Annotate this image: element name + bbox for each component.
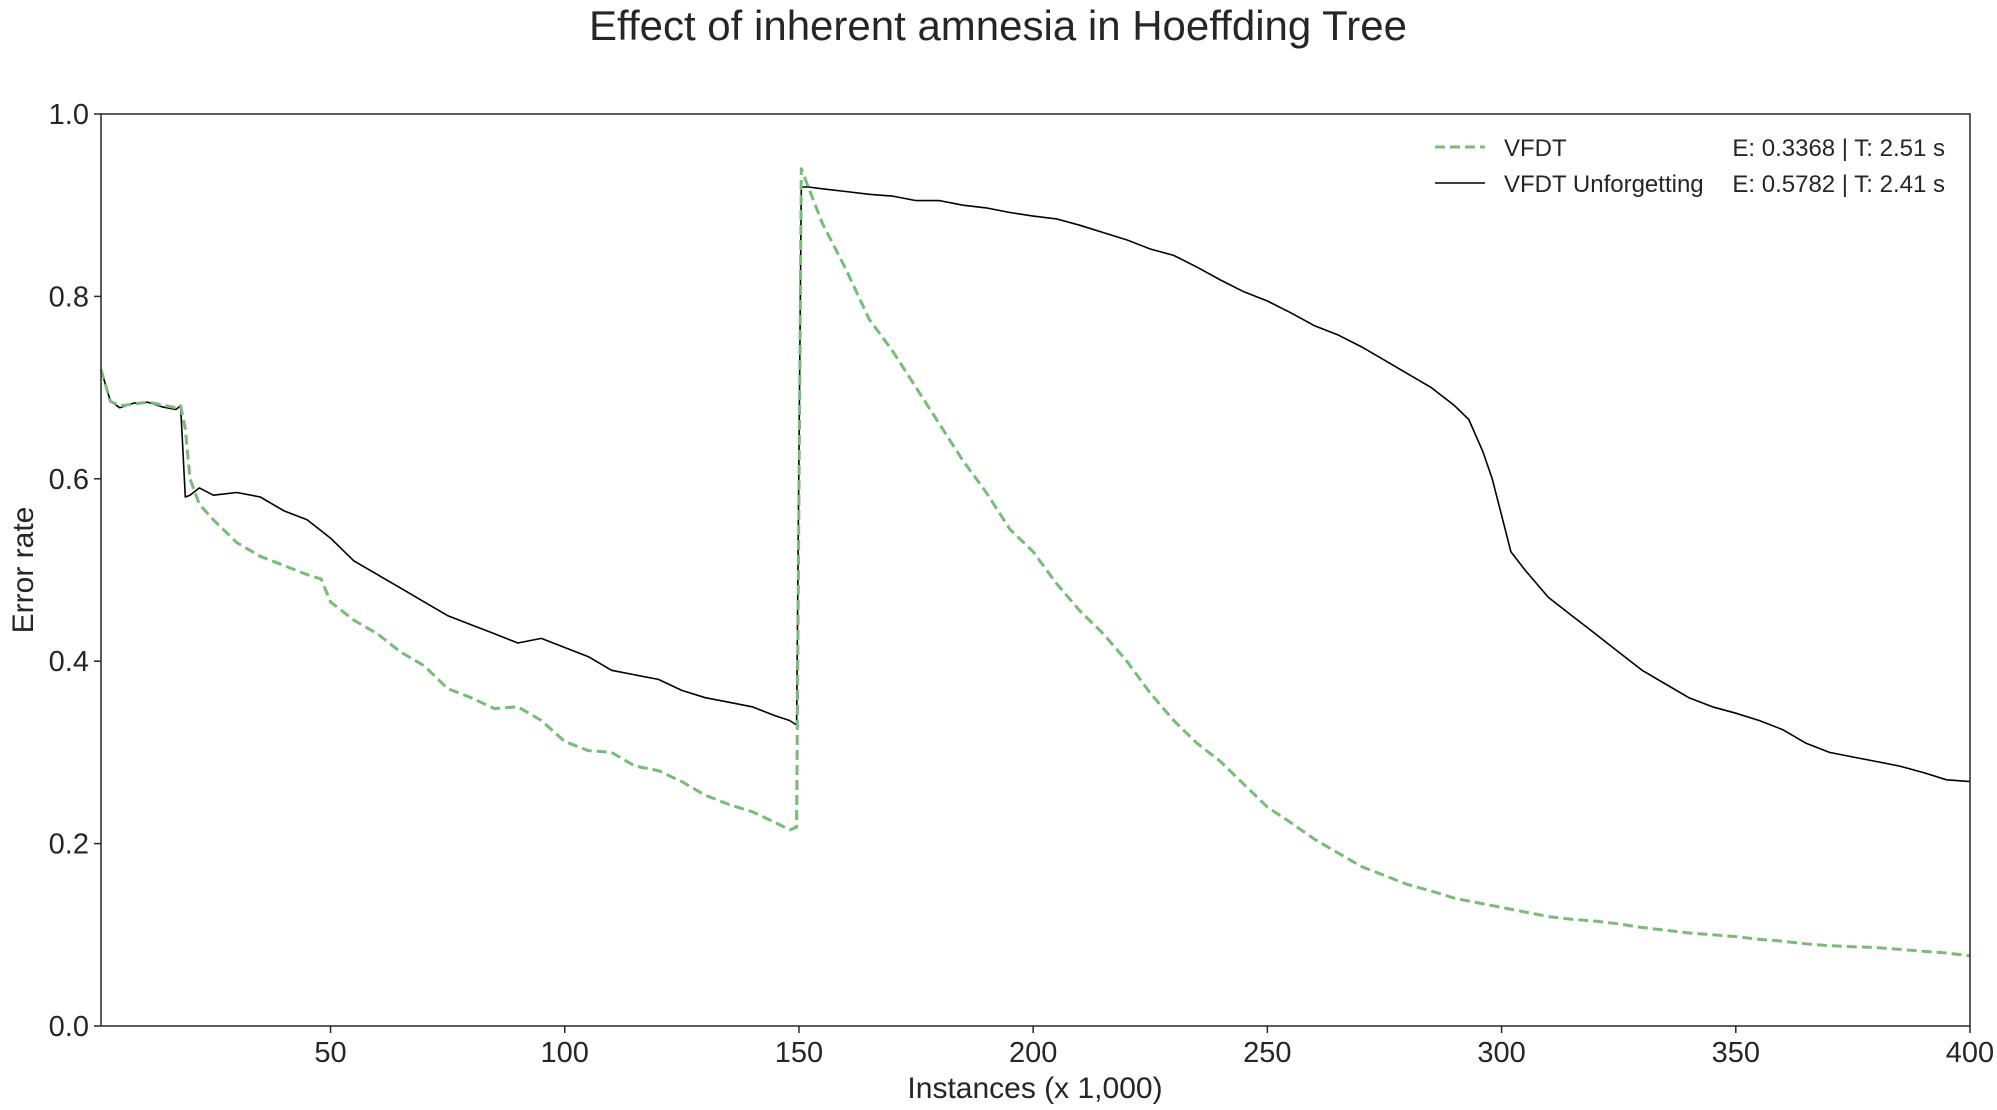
legend: VFDT E: 0.3368 | T: 2.51 s VFDT Unforget… — [1435, 135, 1945, 198]
x-axis: 50 100 150 200 250 300 350 400 — [314, 1026, 1994, 1069]
series-line-vfdt — [99, 167, 1971, 958]
chart-title: Effect of inherent amnesia in Hoeffding … — [589, 2, 1407, 49]
legend-vfdt-name: VFDT — [1504, 135, 1567, 162]
x-tick-label: 200 — [1009, 1037, 1057, 1069]
x-tick-label: 50 — [314, 1037, 346, 1069]
y-tick-label: 0.8 — [49, 281, 89, 313]
x-tick-label: 350 — [1712, 1037, 1760, 1069]
x-tick-label: 100 — [541, 1037, 589, 1069]
x-tick-label: 400 — [1946, 1037, 1994, 1069]
series-layer — [99, 167, 1971, 958]
x-tick-label: 250 — [1243, 1037, 1291, 1069]
y-tick-label: 0.0 — [49, 1011, 89, 1043]
x-tick-label: 150 — [775, 1037, 823, 1069]
legend-vfdt-stats: E: 0.3368 | T: 2.51 s — [1732, 135, 1945, 162]
x-axis-label: Instances (x 1,000) — [907, 1072, 1162, 1105]
x-tick-label: 300 — [1477, 1037, 1525, 1069]
legend-unforgetting-name: VFDT Unforgetting — [1504, 171, 1704, 198]
y-axis-label: Error rate — [7, 507, 40, 634]
y-tick-label: 0.4 — [49, 646, 89, 678]
y-tick-label: 0.2 — [49, 829, 89, 861]
y-axis: 0.0 0.2 0.4 0.6 0.8 1.0 — [49, 99, 101, 1043]
y-tick-label: 1.0 — [49, 99, 89, 131]
legend-unforgetting-stats: E: 0.5782 | T: 2.41 s — [1732, 171, 1945, 198]
y-tick-label: 0.6 — [49, 464, 89, 496]
plot-frame — [100, 113, 1971, 1027]
series-line-vfdt-unforgetting — [100, 186, 1971, 783]
